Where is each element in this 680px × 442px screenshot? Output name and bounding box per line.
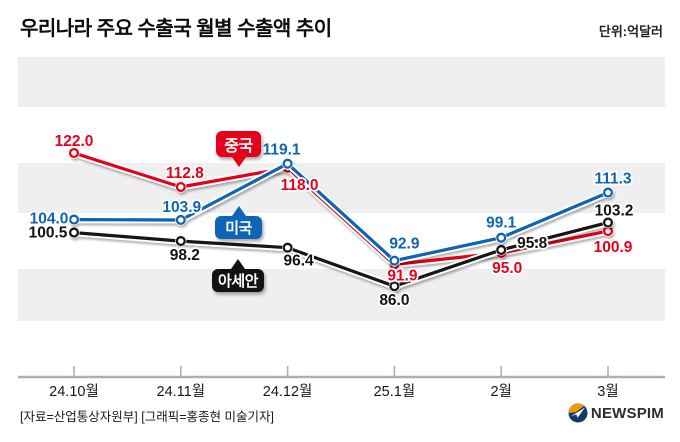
- series-badge-china: 중국: [216, 131, 261, 167]
- value-label-usa: 119.1: [263, 142, 301, 159]
- newspim-logo: NEWSPIM: [568, 403, 664, 423]
- value-label-usa: 111.3: [594, 171, 631, 188]
- series-usa: [68, 158, 614, 267]
- value-label-asean: 96.4: [284, 253, 315, 270]
- series-badge-china-label: 중국: [224, 138, 253, 155]
- value-label-china: 100.9: [594, 239, 633, 256]
- data-point-usa: [68, 214, 80, 225]
- series-line-asean: [72, 221, 610, 288]
- source-credit: [자료=산업통상자원부] [그래픽=홍종현 미술기자]: [20, 410, 274, 424]
- data-point-usa: [389, 255, 400, 266]
- x-axis-label: 2월: [490, 383, 511, 400]
- data-point-asean: [496, 244, 507, 255]
- data-point-asean: [389, 281, 400, 292]
- x-axis-label: 24.12월: [263, 383, 313, 400]
- value-label-asean: 100.5: [29, 225, 68, 242]
- data-point-usa: [282, 158, 293, 169]
- value-label-china: 122.0: [55, 133, 94, 150]
- newspim-logo-text: NEWSPIM: [590, 404, 664, 422]
- value-label-usa: 92.9: [389, 236, 420, 253]
- page-title: 우리나라 주요 수출국 월별 수출액 추이: [20, 18, 332, 40]
- series-badge-usa-label: 미국: [225, 220, 252, 237]
- data-point-usa: [175, 214, 186, 226]
- value-label-asean: 86.0: [379, 292, 409, 309]
- value-label-china: 95.0: [492, 260, 522, 277]
- data-point-china: [175, 181, 186, 193]
- data-point-asean: [68, 227, 80, 238]
- background-stripe: [18, 57, 665, 107]
- series-badge-usa: 미국: [215, 206, 262, 239]
- data-point-china: [68, 147, 80, 159]
- data-point-china: [602, 226, 614, 237]
- series-badge-asean: 아세안: [212, 259, 264, 292]
- data-point-asean: [602, 217, 614, 228]
- x-axis-label: 24.11월: [157, 383, 206, 400]
- value-label-china: 118.0: [281, 177, 319, 194]
- value-label-china: 91.9: [387, 267, 418, 284]
- x-axis-label: 24.10월: [49, 383, 99, 400]
- value-label-usa: 99.1: [486, 215, 517, 232]
- background-stripe: [18, 269, 665, 321]
- series-line-halo: [70, 219, 612, 290]
- data-point-usa: [496, 232, 507, 243]
- value-label-china: 112.8: [166, 165, 204, 182]
- value-label-asean: 95.8: [517, 235, 548, 252]
- data-point-asean: [175, 236, 186, 247]
- x-axis-label: 25.1월: [374, 383, 416, 400]
- value-label-asean: 98.2: [170, 247, 200, 264]
- newspim-logo-icon: [568, 403, 588, 423]
- data-point-asean: [282, 242, 293, 253]
- series-line-usa: [72, 162, 610, 263]
- value-label-usa: 104.0: [30, 211, 69, 228]
- series-asean: [68, 216, 614, 292]
- series-badge-asean-label: 아세안: [218, 273, 258, 290]
- data-point-usa: [602, 187, 614, 198]
- x-axis-label: 3월: [597, 383, 618, 400]
- value-label-usa: 103.9: [162, 199, 201, 216]
- unit-label: 단위:억달러: [598, 24, 663, 39]
- value-label-asean: 103.2: [595, 203, 634, 220]
